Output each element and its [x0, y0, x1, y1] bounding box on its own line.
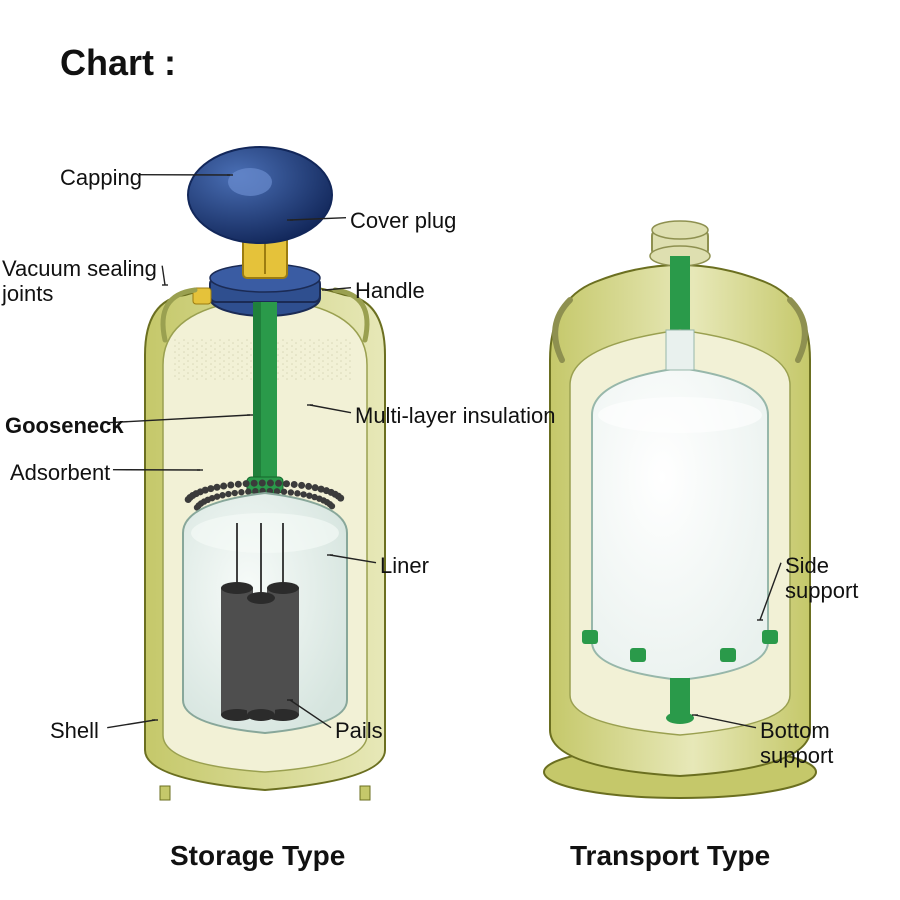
- transport-gooseneck: [670, 256, 690, 336]
- label-adsorbent: Adsorbent: [10, 460, 110, 485]
- adsorbent-bead: [275, 480, 282, 487]
- adsorbent-bead: [305, 483, 312, 490]
- label-shell: Shell: [50, 718, 99, 743]
- adsorbent-bead: [291, 481, 298, 488]
- adsorbent-bead: [220, 483, 227, 490]
- label-gooseneck: Gooseneck: [5, 413, 124, 438]
- pail: [247, 598, 275, 715]
- adsorbent-bead: [298, 482, 305, 489]
- adsorbent-bead: [283, 480, 290, 487]
- adsorbent-bead: [259, 480, 266, 487]
- adsorbent-bead: [207, 485, 214, 492]
- capping: [188, 147, 332, 243]
- label-coverplug: Cover plug: [350, 208, 456, 233]
- label-vacuum: Vacuum sealing joints: [2, 256, 157, 307]
- label-sidesupport: Side support: [785, 553, 900, 604]
- leader-vacuum: [162, 266, 165, 285]
- adsorbent-bead: [251, 480, 258, 487]
- side-support: [630, 648, 646, 662]
- adsorbent-bead: [227, 482, 234, 489]
- adsorbent-bead: [267, 480, 274, 487]
- side-support: [720, 648, 736, 662]
- adsorbent-bead: [243, 480, 250, 487]
- side-support: [762, 630, 778, 644]
- label-multilayer: Multi-layer insulation: [355, 403, 556, 428]
- label-bottomsupport: Bottom support: [760, 718, 900, 769]
- adsorbent-bead: [235, 481, 242, 488]
- side-support: [582, 630, 598, 644]
- adsorbent-bead: [337, 495, 344, 502]
- label-capping: Capping: [60, 165, 142, 190]
- label-handle: Handle: [355, 278, 425, 303]
- adsorbent-bead: [213, 484, 220, 491]
- label-pails: Pails: [335, 718, 383, 743]
- adsorbent-bead: [312, 484, 319, 491]
- label-liner: Liner: [380, 553, 429, 578]
